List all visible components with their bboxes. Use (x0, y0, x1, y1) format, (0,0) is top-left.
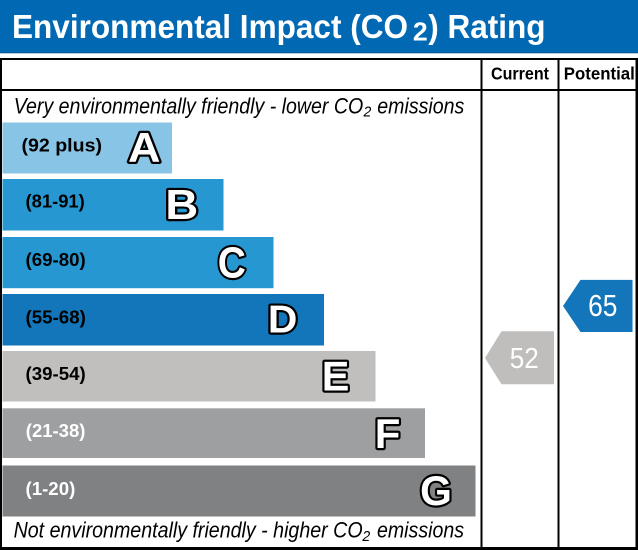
svg-text:2: 2 (361, 529, 370, 545)
svg-text:emissions: emissions (377, 93, 464, 118)
svg-text:Potential: Potential (564, 63, 635, 83)
svg-text:(81-91): (81-91) (26, 191, 85, 212)
svg-text:G: G (420, 467, 452, 514)
svg-text:D: D (268, 299, 298, 342)
svg-text:2: 2 (363, 105, 372, 121)
svg-text:65: 65 (588, 289, 617, 323)
svg-text:C: C (218, 239, 246, 288)
svg-text:Environmental Impact (CO: Environmental Impact (CO (12, 9, 408, 46)
svg-text:(39-54): (39-54) (26, 363, 86, 384)
svg-text:Current: Current (491, 63, 549, 83)
svg-text:(69-80): (69-80) (26, 249, 86, 270)
svg-text:B: B (165, 181, 198, 228)
svg-text:2: 2 (413, 19, 428, 47)
svg-text:E: E (322, 353, 350, 400)
svg-text:52: 52 (510, 343, 539, 375)
svg-text:(1-20): (1-20) (26, 478, 76, 499)
svg-text:A: A (128, 124, 161, 171)
svg-text:(55-68): (55-68) (26, 307, 86, 328)
svg-text:(21-38): (21-38) (26, 420, 86, 441)
svg-text:F: F (375, 410, 401, 457)
svg-text:Very environmentally friendly: Very environmentally friendly - lower CO (14, 93, 364, 118)
svg-text:Not environmentally friendly -: Not environmentally friendly - higher CO (14, 518, 363, 543)
svg-text:) Rating: ) Rating (428, 9, 545, 46)
svg-text:(92 plus): (92 plus) (22, 135, 103, 156)
svg-text:emissions: emissions (377, 518, 464, 543)
